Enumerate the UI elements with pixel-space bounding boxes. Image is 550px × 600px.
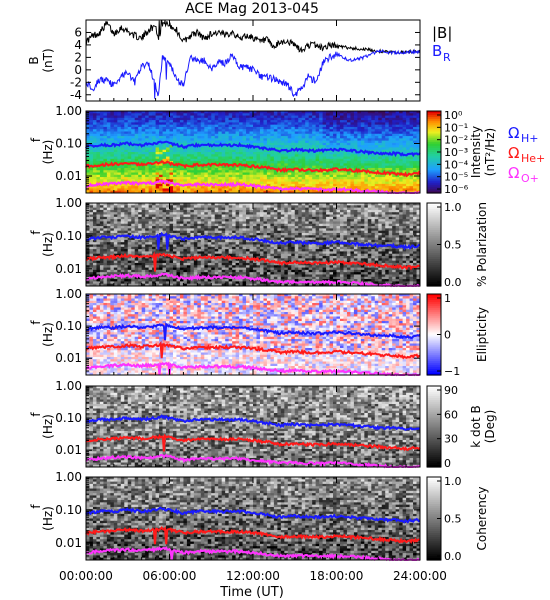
colorbar-tick-label: 1.0 xyxy=(444,201,462,214)
colorbar-label: Coherency xyxy=(475,486,489,550)
colorbar-tick-label: 10⁻² xyxy=(444,134,468,147)
y-tick-label: 0.01 xyxy=(55,351,82,365)
omega-h-line xyxy=(85,414,421,431)
colorbar-tick-label: 0.0 xyxy=(444,276,462,289)
x-tick-label: 24:00:00 xyxy=(393,569,447,583)
y-axis-unit: (Hz) xyxy=(41,414,55,439)
legend-b-r-subscript: R xyxy=(443,51,451,64)
y-axis-label: f xyxy=(29,320,43,325)
legend-ion-subscript: H+ xyxy=(521,132,539,145)
y-tick-label: 1.00 xyxy=(55,287,82,301)
series-line-b-total xyxy=(85,20,421,56)
y-axis-unit: (Hz) xyxy=(41,322,55,347)
y-tick-label: 0.10 xyxy=(55,319,82,333)
y-axis-label: f xyxy=(29,230,43,235)
colorbar-unit: (Deg) xyxy=(483,410,497,444)
x-tick-label: 18:00:00 xyxy=(310,569,364,583)
y-tick-label: 0.10 xyxy=(55,229,82,243)
omega-he-line xyxy=(85,433,421,452)
colorbar-polarization xyxy=(427,203,441,287)
colorbar-coherency xyxy=(427,477,441,561)
legend-omega-symbol: Ω xyxy=(508,164,519,182)
y-tick-label: 0.10 xyxy=(55,411,82,425)
colorbar-tick-label: 0 xyxy=(444,457,451,470)
series-line-b-r xyxy=(85,48,421,99)
y-axis-unit: (Hz) xyxy=(41,232,55,257)
y-tick-label: 6 xyxy=(74,25,82,39)
y-tick-label: 1.00 xyxy=(55,196,82,210)
y-tick-label: 0.01 xyxy=(55,262,82,276)
colorbar-tick-label: 60 xyxy=(444,408,458,421)
mag-plot-area xyxy=(86,20,420,101)
colorbar-label: Intensity xyxy=(469,126,483,178)
legend-omega-symbol: Ω xyxy=(508,144,519,162)
y-axis-label: f xyxy=(29,137,43,142)
colorbar-tick-label: 10⁰ xyxy=(444,109,463,122)
y-tick-label: 4 xyxy=(74,38,82,52)
x-tick-label: 06:00:00 xyxy=(143,569,197,583)
y-tick-label: 0 xyxy=(74,63,82,77)
y-tick-label: 0.01 xyxy=(55,443,82,457)
colorbar-tick-label: 10⁻³ xyxy=(444,146,468,159)
legend-ion-subscript: He+ xyxy=(521,152,545,165)
y-tick-label: 0.01 xyxy=(55,169,82,183)
y-tick-label: 1.00 xyxy=(55,379,82,393)
legend-omega-symbol: Ω xyxy=(508,124,519,142)
colorbar-tick-label: 0 xyxy=(444,329,451,342)
legend-b-r: B xyxy=(432,42,442,60)
y-tick-label: 0.10 xyxy=(55,503,82,517)
colorbar-tick-label: 10⁻⁵ xyxy=(444,171,468,184)
colorbar-tick-label: 10⁻⁶ xyxy=(444,183,469,196)
spectrogram-polarization xyxy=(86,203,421,287)
y-tick-label: 2 xyxy=(74,50,82,64)
y-tick-label: 1.00 xyxy=(55,104,82,118)
spectrogram-intensity xyxy=(86,111,421,194)
omega-he-line xyxy=(85,251,421,272)
y-axis-label: f xyxy=(29,504,43,509)
colorbar-tick-label: 10⁻¹ xyxy=(444,121,468,134)
y-tick-label: -4 xyxy=(70,88,82,102)
colorbar-tick-label: 90 xyxy=(444,384,458,397)
y-axis-unit: (nT) xyxy=(41,48,55,72)
colorbar-tick-label: −1 xyxy=(444,365,460,378)
y-axis-label: f xyxy=(29,412,43,417)
colorbar-tick-label: 30 xyxy=(444,433,458,446)
x-tick-label: 00:00:00 xyxy=(59,569,113,583)
y-tick-label: -2 xyxy=(70,75,82,89)
y-axis-unit: (Hz) xyxy=(41,506,55,531)
legend-b-total: |B| xyxy=(432,24,452,42)
x-tick-label: 12:00:00 xyxy=(226,569,280,583)
omega-he-line xyxy=(85,340,420,360)
omega-h-line xyxy=(85,140,421,158)
x-axis-label: Time (UT) xyxy=(219,585,284,600)
colorbar-frame xyxy=(426,385,442,468)
chart-title: ACE Mag 2013-045 xyxy=(185,1,319,17)
colorbar-unit: (nT²/Hz) xyxy=(483,128,497,176)
omega-he-line xyxy=(85,526,421,545)
y-tick-label: 0.01 xyxy=(55,536,82,550)
colorbar-tick-label: 0.0 xyxy=(444,550,462,563)
colorbar-ellipticity xyxy=(427,294,441,376)
y-tick-label: 0.10 xyxy=(55,137,82,151)
colorbar-tick-label: 1.0 xyxy=(444,475,462,488)
colorbar-label: % Polarization xyxy=(475,202,489,287)
colorbar-tick-label: 0.5 xyxy=(444,513,462,526)
colorbar-tick-label: 1 xyxy=(444,292,451,305)
y-axis-unit: (Hz) xyxy=(41,140,55,165)
omega-h-line xyxy=(85,231,421,251)
colorbar-tick-label: 10⁻⁴ xyxy=(444,158,469,171)
omega-h-line xyxy=(85,506,421,524)
y-tick-label: 1.00 xyxy=(55,470,82,484)
colorbar-label: Ellipticity xyxy=(475,307,489,362)
colorbar-label: k dot B xyxy=(469,405,483,447)
omega-h-line xyxy=(85,322,421,341)
colorbar-kdotb xyxy=(427,386,441,468)
omega-he-line xyxy=(85,160,421,178)
colorbar-intensity xyxy=(427,111,441,194)
colorbar-tick-label: 0.5 xyxy=(444,239,462,252)
legend-ion-subscript: O+ xyxy=(521,172,539,185)
y-axis-label: B xyxy=(27,56,41,64)
